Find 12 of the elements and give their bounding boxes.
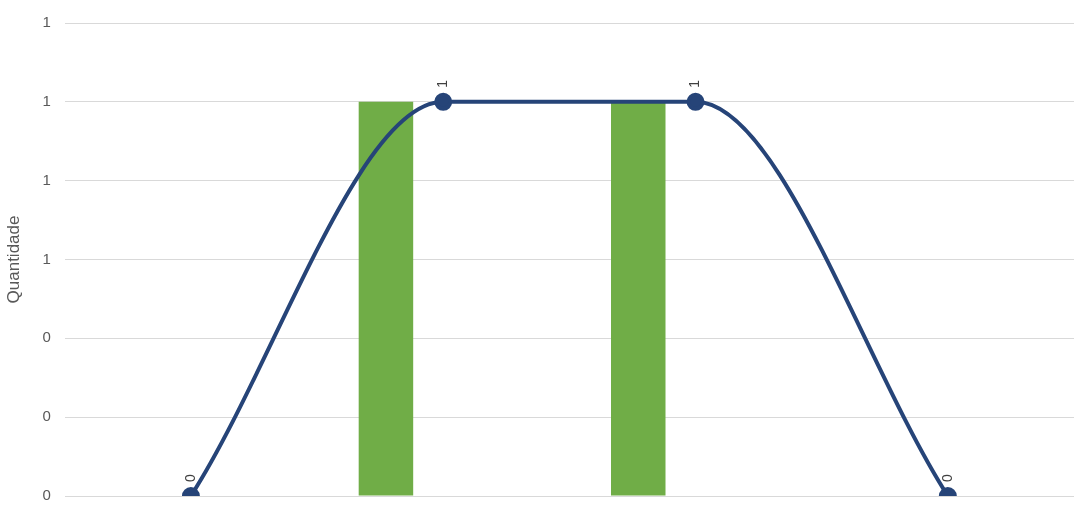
y-tick-label: 0 bbox=[42, 486, 51, 504]
data-label: 1 bbox=[686, 79, 703, 88]
y-tick-label: 1 bbox=[42, 170, 51, 188]
data-label: 0 bbox=[181, 474, 198, 482]
y-tick-label: 0 bbox=[42, 407, 51, 425]
y-tick-label: 1 bbox=[42, 249, 51, 267]
y-tick-label: 1 bbox=[42, 91, 51, 109]
y-tick-label: 0 bbox=[42, 328, 51, 346]
data-label: 1 bbox=[434, 79, 451, 88]
data-label: 0 bbox=[938, 474, 955, 482]
y-tick-label: 1 bbox=[42, 13, 51, 31]
y-axis-title: Quantidade bbox=[3, 215, 23, 304]
